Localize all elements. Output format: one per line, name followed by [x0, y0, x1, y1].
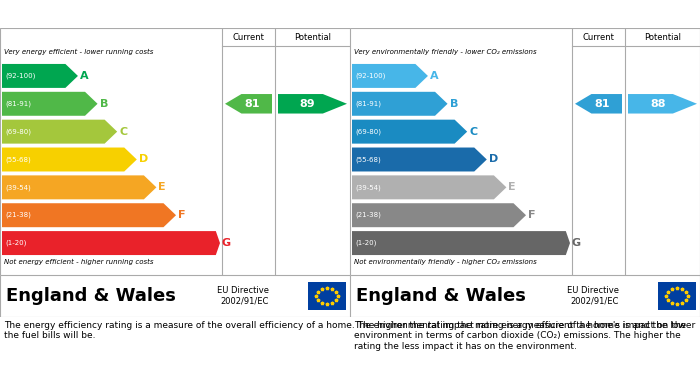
- Text: (1-20): (1-20): [355, 240, 377, 246]
- Polygon shape: [352, 147, 486, 172]
- Text: Very energy efficient - lower running costs: Very energy efficient - lower running co…: [4, 49, 153, 55]
- Text: Not energy efficient - higher running costs: Not energy efficient - higher running co…: [4, 259, 153, 265]
- Text: Current: Current: [232, 32, 265, 41]
- Polygon shape: [2, 147, 136, 172]
- Text: (69-80): (69-80): [355, 128, 381, 135]
- Text: England & Wales: England & Wales: [356, 287, 526, 305]
- Text: 81: 81: [594, 99, 610, 109]
- Text: The environmental impact rating is a measure of a home's impact on the environme: The environmental impact rating is a mea…: [354, 321, 686, 351]
- Text: D: D: [489, 154, 498, 165]
- Text: (81-91): (81-91): [5, 100, 31, 107]
- Text: (21-38): (21-38): [355, 212, 381, 219]
- Text: Potential: Potential: [294, 32, 331, 41]
- Text: A: A: [430, 71, 439, 81]
- Text: (81-91): (81-91): [355, 100, 381, 107]
- Polygon shape: [2, 120, 117, 143]
- Text: England & Wales: England & Wales: [6, 287, 176, 305]
- Text: (21-38): (21-38): [5, 212, 31, 219]
- Polygon shape: [2, 92, 97, 116]
- Polygon shape: [2, 64, 78, 88]
- Text: 88: 88: [650, 99, 666, 109]
- Text: E: E: [508, 182, 516, 192]
- Polygon shape: [575, 94, 622, 113]
- Polygon shape: [225, 94, 272, 113]
- Text: Potential: Potential: [644, 32, 681, 41]
- Text: (1-20): (1-20): [5, 240, 27, 246]
- Text: F: F: [178, 210, 186, 220]
- Polygon shape: [2, 231, 220, 255]
- Polygon shape: [352, 92, 447, 116]
- Polygon shape: [352, 64, 428, 88]
- Text: (55-68): (55-68): [355, 156, 381, 163]
- Text: G: G: [222, 238, 231, 248]
- Text: Current: Current: [582, 32, 615, 41]
- Polygon shape: [2, 176, 156, 199]
- Polygon shape: [352, 231, 570, 255]
- Polygon shape: [352, 120, 467, 143]
- Text: 81: 81: [244, 99, 260, 109]
- Text: G: G: [572, 238, 581, 248]
- Text: (92-100): (92-100): [5, 73, 36, 79]
- Polygon shape: [2, 203, 176, 227]
- Text: EU Directive
2002/91/EC: EU Directive 2002/91/EC: [567, 286, 619, 306]
- Text: Very environmentally friendly - lower CO₂ emissions: Very environmentally friendly - lower CO…: [354, 49, 537, 55]
- Text: F: F: [528, 210, 536, 220]
- Bar: [308, 282, 346, 310]
- Polygon shape: [628, 94, 697, 113]
- Text: B: B: [449, 99, 458, 109]
- Text: E: E: [158, 182, 166, 192]
- Polygon shape: [352, 203, 526, 227]
- Text: (55-68): (55-68): [5, 156, 31, 163]
- Text: D: D: [139, 154, 148, 165]
- Text: (39-54): (39-54): [355, 184, 381, 190]
- Text: The energy efficiency rating is a measure of the overall efficiency of a home. T: The energy efficiency rating is a measur…: [4, 321, 695, 341]
- Text: Environmental Impact (CO₂) Rating: Environmental Impact (CO₂) Rating: [355, 7, 587, 20]
- Text: Energy Efficiency Rating: Energy Efficiency Rating: [6, 7, 168, 20]
- Polygon shape: [278, 94, 347, 113]
- Text: (92-100): (92-100): [355, 73, 386, 79]
- Text: B: B: [99, 99, 108, 109]
- Text: (39-54): (39-54): [5, 184, 31, 190]
- Text: C: C: [119, 127, 127, 136]
- Text: C: C: [469, 127, 477, 136]
- Text: Not environmentally friendly - higher CO₂ emissions: Not environmentally friendly - higher CO…: [354, 259, 537, 265]
- Text: A: A: [80, 71, 89, 81]
- Text: EU Directive
2002/91/EC: EU Directive 2002/91/EC: [217, 286, 269, 306]
- Bar: [658, 282, 696, 310]
- Text: 89: 89: [300, 99, 316, 109]
- Text: (69-80): (69-80): [5, 128, 31, 135]
- Polygon shape: [352, 176, 506, 199]
